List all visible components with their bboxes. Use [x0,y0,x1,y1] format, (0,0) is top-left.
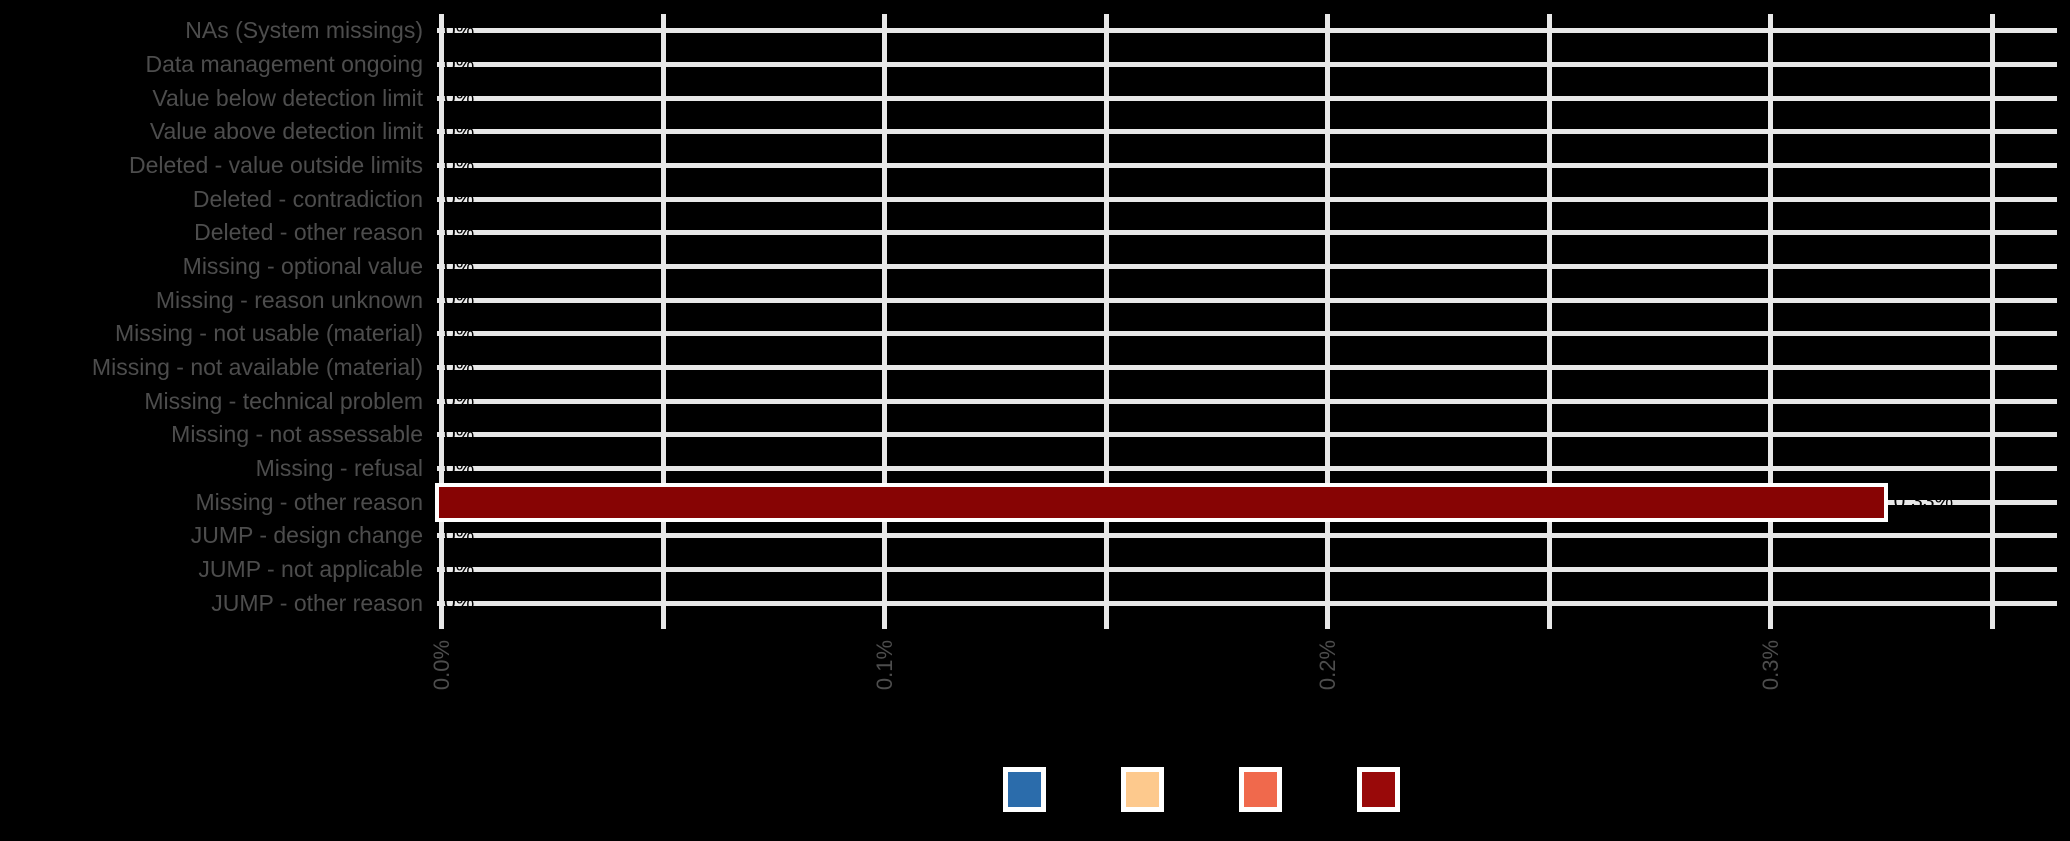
x-tick-mark [439,620,444,629]
horizontal-gridline [437,398,2057,404]
legend-swatch-dark-red [1362,772,1395,807]
bar-value-label: 0% [444,523,475,547]
y-axis-label: JUMP - not applicable [198,555,423,582]
bar-missing-other-reason [435,482,1888,522]
x-tick-mark [1325,620,1330,629]
x-tick-mark [882,620,887,629]
legend-key-peach [1121,767,1164,812]
y-axis-label: JUMP - design change [190,522,423,549]
bar-value-label: 0% [444,153,475,177]
x-tick-mark [1768,620,1773,629]
x-tick-mark [660,620,666,629]
bar-value-label: 0% [444,355,475,379]
y-axis-label: Value below detection limit [152,84,423,111]
y-axis-label: Missing - not available (material) [91,353,423,380]
y-axis-label: Data management ongoing [145,50,423,77]
horizontal-gridline [437,533,2057,539]
legend-key-dark-red [1357,767,1400,812]
vertical-gridline [660,14,666,620]
horizontal-gridline [437,567,2057,572]
x-tick-mark [1103,620,1109,629]
bar-value-label: 0% [444,422,475,446]
x-tick-label: 0.3% [1757,639,1783,691]
horizontal-gridline [437,163,2057,168]
bar-value-label: 0% [444,254,475,278]
bar-value-label: 0% [444,18,475,42]
horizontal-gridline [437,62,2057,67]
vertical-gridline [439,14,444,620]
y-axis-label: Missing - reason unknown [155,286,423,313]
horizontal-gridline [437,230,2057,236]
legend-key-salmon [1239,767,1282,812]
bar-value-label: 0% [444,86,475,110]
y-axis-label: Missing - not usable (material) [114,320,423,347]
horizontal-gridline [437,129,2057,135]
horizontal-gridline [437,297,2057,303]
y-axis-label: Missing - not assessable [171,421,423,448]
x-tick-label: 0.0% [428,639,454,691]
y-axis-label: NAs (System missings) [185,17,423,44]
horizontal-gridline [437,432,2057,438]
vertical-gridline [1989,14,1995,620]
y-axis-label: Missing - refusal [255,454,423,481]
y-axis-label: Value above detection limit [149,118,423,145]
y-axis-label: Deleted - value outside limits [128,151,423,178]
horizontal-gridline [437,365,2057,370]
bar-value-label: 0% [444,52,475,76]
bar-value-label: 0% [444,220,475,244]
y-axis-label: Missing - other reason [195,488,423,515]
vertical-gridline [1768,14,1773,620]
bar-value-label: 0% [444,187,475,211]
bar-value-label: 0% [444,389,475,413]
bar-value-label: 0% [444,456,475,480]
bar-value-label: 0% [444,119,475,143]
y-axis-label: Deleted - other reason [194,219,423,246]
x-tick-label: 0.2% [1314,639,1340,691]
legend-swatch-salmon [1244,772,1277,807]
vertical-gridline [1546,14,1552,620]
horizontal-gridline [437,264,2057,269]
horizontal-gridline [437,28,2057,34]
vertical-gridline [1325,14,1330,620]
horizontal-gridline [437,466,2057,471]
bar-value-label: 0.33% [1893,490,1954,514]
vertical-gridline [882,14,887,620]
y-axis-label: Deleted - contradiction [192,185,423,212]
bar-value-label: 0% [444,288,475,312]
bar-value-label: 0% [444,557,475,581]
plot-area: 0% 0% 0% 0% 0% 0% 0% 0% 0% 0% 0% 0% 0% 0% 0.33% 0% 0% 0% [435,14,2057,620]
x-tick-mark [1546,620,1552,629]
horizontal-gridline [437,196,2057,202]
legend-swatch-peach [1126,772,1159,807]
horizontal-gridline [437,600,2057,606]
vertical-gridline [1103,14,1109,620]
y-axis-label: Missing - technical problem [144,387,423,414]
legend-swatch-blue [1008,772,1041,807]
x-tick-label: 0.1% [871,639,897,691]
y-axis-label: Missing - optional value [182,252,423,279]
bar-value-label: 0% [444,591,475,615]
legend-key-blue [1003,767,1046,812]
horizontal-gridline [437,95,2057,101]
y-axis-label: JUMP - other reason [211,589,423,616]
x-tick-mark [1989,620,1995,629]
horizontal-gridline [437,331,2057,337]
bar-value-label: 0% [444,321,475,345]
